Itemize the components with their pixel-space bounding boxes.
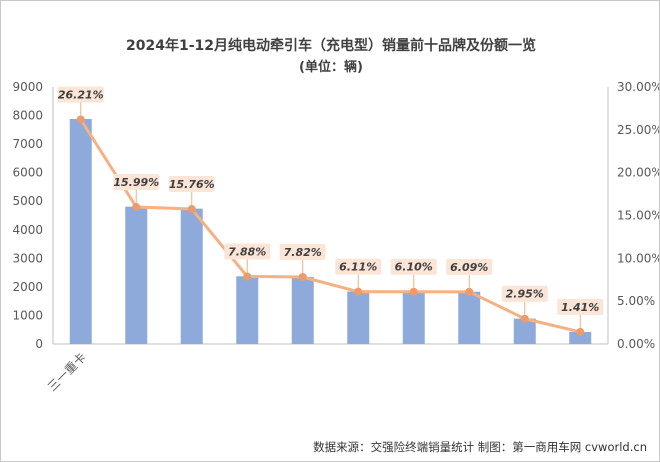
share-line-series <box>76 115 585 336</box>
data-label-box <box>168 175 215 192</box>
data-label-box <box>446 258 493 275</box>
share-line <box>79 118 581 334</box>
y-right-tick-label: 30.00% <box>617 80 659 94</box>
data-label-box <box>224 243 271 260</box>
data-label: 1.41% <box>561 301 599 314</box>
share-point-8 <box>465 287 474 296</box>
y-left-tick-label: 2000 <box>12 280 43 294</box>
share-point-5 <box>298 273 307 282</box>
y-left-tick-label: 6000 <box>12 166 43 180</box>
y-right-tick-label: 20.00% <box>617 166 659 180</box>
bar-10 <box>569 332 592 344</box>
data-label: 6.10% <box>395 261 433 274</box>
data-label-box <box>390 258 437 275</box>
y-right-tick-label: 10.00% <box>617 251 659 265</box>
data-label: 26.21% <box>58 88 104 101</box>
data-label: 6.11% <box>339 261 377 274</box>
bar-9 <box>513 318 536 344</box>
data-label-box <box>501 285 548 302</box>
data-label-box <box>279 244 326 261</box>
y-left-tick-label: 1000 <box>12 308 43 322</box>
bar-2 <box>125 206 148 344</box>
y-right-tick-label: 5.00% <box>617 294 655 308</box>
axes: 0 1000 2000 3000 4000 5000 6000 7000 8000 9000 0.0… <box>12 80 659 351</box>
y-left-tick-label: 0 <box>35 337 43 351</box>
share-point-10 <box>576 327 585 336</box>
data-label-box <box>557 298 604 315</box>
share-point-1 <box>76 115 85 124</box>
data-label: 2.95% <box>506 288 544 301</box>
data-label-box <box>113 174 160 191</box>
bar-series <box>69 118 592 344</box>
share-point-6 <box>354 287 363 296</box>
y-right-tick-label: 0.00% <box>617 337 655 351</box>
data-label: 7.88% <box>228 245 266 258</box>
chart-subtitle: (单位：辆) <box>299 59 363 75</box>
data-label: 6.09% <box>450 261 488 274</box>
y-left-tick-label: 7000 <box>12 137 43 151</box>
y-left-tick-label: 5000 <box>12 194 43 208</box>
data-label-box <box>57 86 104 103</box>
source-note: 数据来源：交强险终端销量统计 制图：第一商用车网 cvworld.cn <box>313 440 647 454</box>
data-label: 7.82% <box>284 246 322 259</box>
share-point-3 <box>187 204 196 213</box>
data-label: 15.99% <box>113 176 159 189</box>
share-point-2 <box>132 203 141 212</box>
data-labels: 26.21% 15.99% 15.76% 7.88% 7.82% 6.11% 6.10% 6.… <box>57 86 604 328</box>
bar-3 <box>180 208 203 344</box>
data-label: 15.76% <box>169 178 215 191</box>
category-label: 三一重卡 <box>45 350 89 394</box>
y-left-tick-label: 8000 <box>12 109 43 123</box>
bar-7 <box>402 291 425 344</box>
y-right-tick-label: 25.00% <box>617 123 659 137</box>
share-point-4 <box>243 272 252 281</box>
y-left-tick-label: 9000 <box>12 80 43 94</box>
data-label-box <box>335 258 382 275</box>
chart-title: 2024年1-12月纯电动牵引车（充电型）销量前十品牌及份额一览 <box>126 37 536 54</box>
bar-5 <box>291 276 314 344</box>
bar-1 <box>69 118 92 344</box>
bar-8 <box>458 291 481 344</box>
bar-4 <box>236 276 259 344</box>
y-left-tick-label: 3000 <box>12 251 43 265</box>
category-labels: 三一重卡 <box>45 350 89 394</box>
y-left-tick-label: 4000 <box>12 223 43 237</box>
share-point-9 <box>520 314 529 323</box>
share-point-7 <box>409 287 418 296</box>
y-right-tick-label: 15.00% <box>617 209 659 223</box>
bar-6 <box>347 291 370 344</box>
